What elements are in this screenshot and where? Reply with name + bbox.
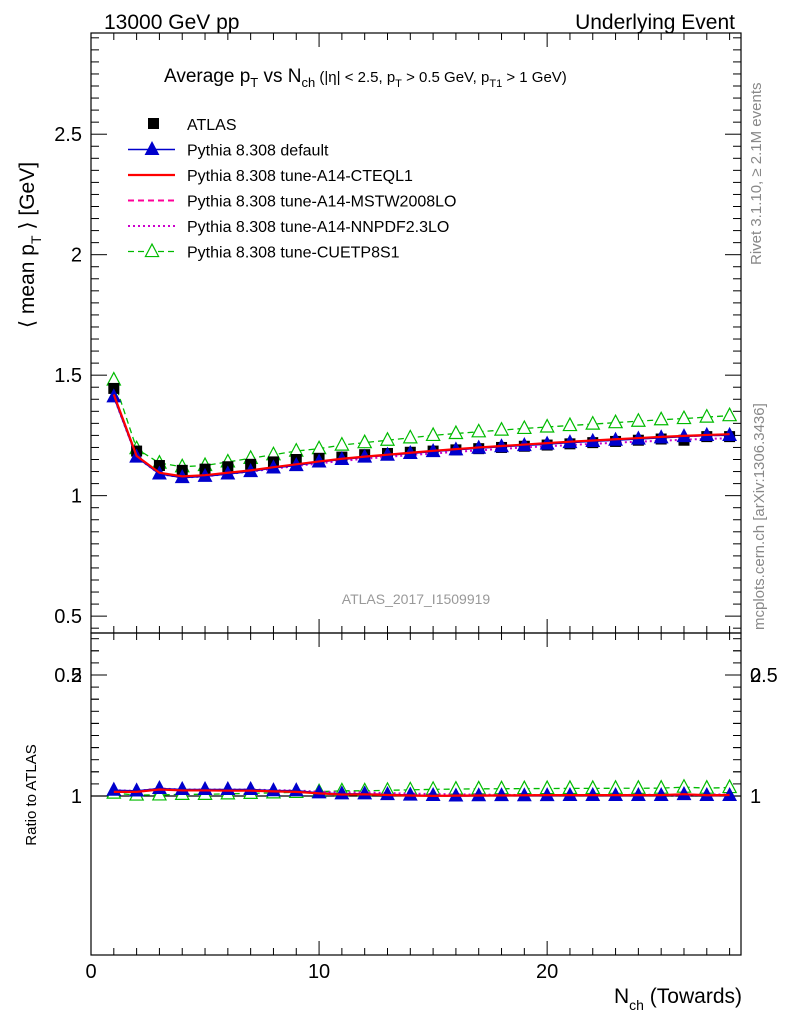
main-series-marker [493, 421, 510, 436]
legend-marker [144, 140, 160, 156]
main-series-marker [562, 416, 578, 432]
legend-label: Pythia 8.308 tune-A14-CTEQL1 [187, 168, 413, 185]
ratio-y-tick-label-right: 0.5 [750, 665, 778, 687]
ratio-series-marker [402, 786, 418, 801]
main-series-marker [585, 415, 601, 430]
y-tick-label: 2 [71, 245, 82, 267]
main-series-marker [448, 424, 464, 440]
ratio-series-group [106, 778, 738, 802]
legend-marker-atlas [148, 118, 159, 129]
main-series-marker [402, 429, 418, 444]
ratio-y-tick-label-left: 2 [71, 665, 82, 687]
legend-marker [144, 242, 160, 258]
y-tick-label: 2.5 [54, 124, 82, 146]
main-series-marker [630, 412, 646, 427]
legend-label: Pythia 8.308 tune-A14-NNPDF2.3LO [187, 219, 449, 236]
ratio-series-marker [220, 780, 236, 796]
y-axis-label: ⟨ mean pT ⟩ [GeV] [16, 162, 44, 328]
y-tick-label: 0.5 [54, 606, 82, 628]
x-tick-label: 0 [85, 961, 96, 983]
main-series-line [113, 379, 730, 468]
ratio-series-marker [311, 784, 327, 799]
main-series-marker [379, 431, 396, 446]
main-series-group [106, 371, 738, 484]
main-series-marker [334, 436, 350, 451]
legend-label: Pythia 8.308 tune-CUETP8S1 [187, 245, 400, 262]
main-series-marker [699, 408, 715, 423]
main-series-marker [722, 406, 738, 422]
header-right: Underlying Event [575, 11, 735, 34]
legend: ATLAS Pythia 8.308 default Pythia 8.308 tu… [128, 117, 456, 262]
ratio-series-marker [197, 780, 213, 796]
legend-label: Pythia 8.308 tune-A14-MSTW2008LO [187, 194, 456, 211]
ratio-series-marker [151, 779, 167, 795]
main-series-marker [653, 411, 669, 426]
ratio-series-marker [174, 780, 190, 796]
analysis-watermark: ATLAS_2017_I1509919 [342, 591, 491, 607]
main-series-marker [516, 419, 532, 435]
x-tick-label: 20 [536, 961, 558, 983]
axes-group: 0 10 200.511.522.50.512 0.512 [54, 33, 778, 983]
main-series-marker [607, 413, 624, 429]
main-series-line [112, 394, 730, 478]
rivet-label: Rivet 3.1.10, ≥ 2.1M events [748, 83, 765, 266]
ratio-series-marker [425, 787, 441, 802]
main-series-marker [425, 426, 441, 442]
ratio-series-marker [266, 782, 281, 797]
main-series-marker [539, 418, 555, 433]
ratio-y-tick-label-right: 1 [750, 786, 761, 808]
ratio-series-marker [380, 786, 395, 801]
ratio-series-marker [243, 780, 259, 796]
ratio-y-tick-label-right: 2 [750, 665, 761, 687]
y-tick-label: 1.5 [54, 365, 82, 387]
main-series-marker [676, 409, 692, 425]
x-tick-label: 10 [308, 961, 330, 983]
main-series-marker [357, 433, 373, 449]
main-series-marker [471, 423, 487, 438]
ratio-y-axis-label: Ratio to ATLAS [23, 744, 40, 845]
ratio-series-line [113, 788, 730, 797]
ratio-plot-frame [90, 632, 742, 956]
legend-label: ATLAS [187, 117, 237, 134]
x-axis-label: Nch (Towards) [614, 985, 742, 1013]
legend-label: Pythia 8.308 default [187, 143, 329, 160]
header-left: 13000 GeV pp [104, 11, 239, 34]
ratio-series-marker [288, 782, 304, 797]
ratio-y-tick-label-left: 0.5 [54, 665, 82, 687]
ratio-series-marker [334, 785, 350, 800]
ratio-series-line [113, 786, 730, 796]
ratio-series-marker [106, 781, 122, 796]
y-tick-label: 1 [71, 486, 82, 508]
ratio-y-tick-label-left: 1 [71, 786, 82, 808]
mcplots-label: mcplots.cern.ch [arXiv:1306.3436] [751, 403, 768, 630]
ratio-series-marker [357, 785, 373, 800]
plot-title: Average pT vs Nch (|η| < 2.5, pT > 0.5 G… [164, 66, 567, 90]
